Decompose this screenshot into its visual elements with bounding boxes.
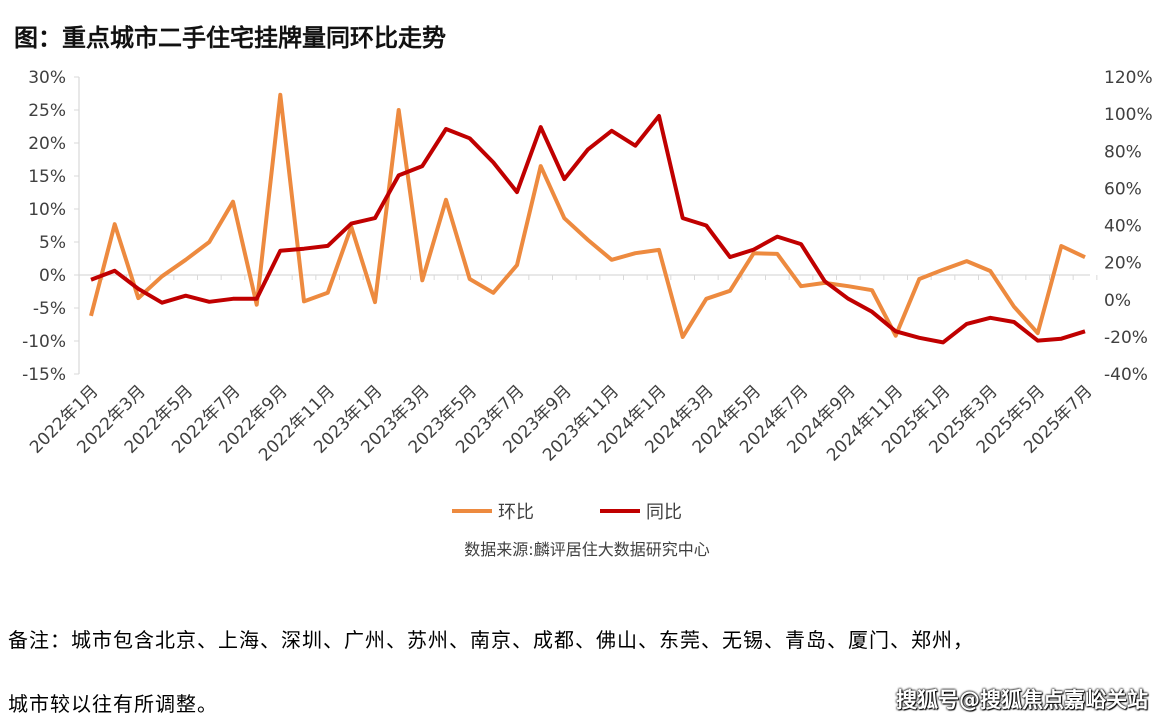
- left-axis-tick-label: 20%: [28, 134, 66, 154]
- left-axis-tick-label: 25%: [28, 101, 66, 121]
- right-axis-tick-label: 80%: [1104, 142, 1142, 162]
- right-axis-tick-label: -40%: [1104, 365, 1148, 385]
- watermark: 搜狐号@搜狐焦点嘉峪关站: [896, 688, 1148, 712]
- left-axis-tick-label: -10%: [22, 332, 66, 352]
- left-axis-tick-label: -5%: [33, 299, 66, 319]
- right-axis-tick-label: 40%: [1104, 217, 1142, 237]
- left-axis-tick-label: -15%: [22, 365, 66, 385]
- right-axis-tick-label: 120%: [1104, 68, 1153, 88]
- left-axis-tick-label: 15%: [28, 167, 66, 187]
- left-axis-tick-label: 10%: [28, 200, 66, 220]
- left-axis-tick-label: 30%: [28, 68, 66, 88]
- right-axis-tick-label: 100%: [1104, 105, 1153, 125]
- right-axis-tick-label: -20%: [1104, 328, 1148, 348]
- right-axis-tick-label: 20%: [1104, 254, 1142, 274]
- left-axis-tick-label: 0%: [39, 266, 66, 286]
- right-axis-tick-label: 60%: [1104, 179, 1142, 199]
- footnote-line-2: 城市较以往有所调整。: [8, 692, 218, 716]
- legend-label: 同比: [646, 502, 682, 523]
- legend-label: 环比: [498, 502, 534, 523]
- left-axis-tick-label: 5%: [39, 233, 66, 253]
- source-note: 数据来源:麟评居住大数据研究中心: [464, 540, 709, 559]
- chart-title: 图：重点城市二手住宅挂牌量同环比走势: [14, 24, 446, 52]
- right-axis-tick-label: 0%: [1104, 291, 1131, 311]
- footnote-line-1: 备注：城市包含北京、上海、深圳、广州、苏州、南京、成都、佛山、东莞、无锡、青岛、…: [8, 628, 974, 652]
